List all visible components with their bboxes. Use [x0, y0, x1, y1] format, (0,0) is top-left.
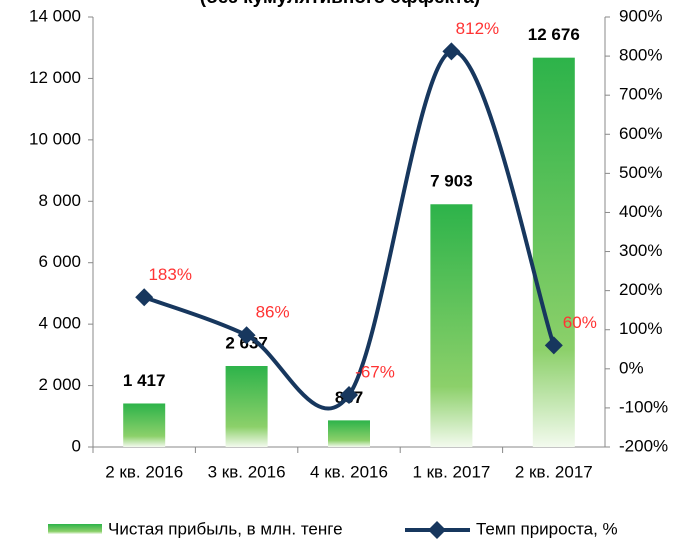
marker: [442, 42, 461, 61]
bar: [123, 403, 166, 447]
y2-tick-label: 400%: [619, 202, 662, 221]
legend-label: Чистая прибыль, в млн. тенге: [108, 519, 343, 538]
y-tick-label: 4 000: [38, 314, 81, 333]
x-tick-label: 1 кв. 2017: [412, 462, 490, 481]
y2-tick-label: 700%: [619, 85, 662, 104]
y2-tick-label: 0%: [619, 358, 644, 377]
line-value-label: 60%: [563, 313, 597, 332]
bar: [225, 366, 268, 447]
marker: [544, 336, 563, 355]
line-value-label: 183%: [148, 265, 191, 284]
marker: [237, 326, 256, 345]
y-tick-label: 6 000: [38, 252, 81, 271]
y2-tick-label: -200%: [619, 436, 668, 455]
y2-tick-label: 600%: [619, 124, 662, 143]
legend-label: Темп прироста, %: [476, 519, 618, 538]
y-tick-label: 0: [72, 436, 81, 455]
y-tick-label: 2 000: [38, 375, 81, 394]
bar-value-label: 12 676: [528, 25, 580, 44]
y2-tick-label: 800%: [619, 46, 662, 65]
bar-value-label: 7 903: [430, 172, 473, 191]
marker: [340, 386, 358, 405]
x-tick-label: 3 кв. 2016: [208, 462, 286, 481]
x-tick-label: 2 кв. 2017: [515, 462, 593, 481]
chart-title: (без кумулятивного эффекта): [200, 0, 481, 8]
y-tick-label: 12 000: [29, 68, 81, 87]
y-tick-label: 10 000: [29, 129, 81, 148]
line-value-label: 86%: [256, 303, 290, 322]
y2-tick-label: 500%: [619, 163, 662, 182]
bar-value-label: 1 417: [123, 371, 166, 390]
line-value-label: -67%: [355, 362, 395, 381]
x-tick-label: 4 кв. 2016: [310, 462, 388, 481]
y2-tick-label: 100%: [619, 319, 662, 338]
y2-tick-label: 900%: [619, 6, 662, 25]
legend-swatch: [48, 524, 102, 534]
y2-tick-label: -100%: [619, 397, 668, 416]
bar: [532, 57, 575, 448]
legend-marker: [428, 521, 446, 539]
y-tick-label: 14 000: [29, 6, 81, 25]
line-value-label: 812%: [456, 19, 499, 38]
y2-tick-label: 300%: [619, 241, 662, 260]
bar: [328, 420, 370, 447]
y2-tick-label: 200%: [619, 280, 662, 299]
x-tick-label: 2 кв. 2016: [105, 462, 183, 481]
line: [143, 49, 556, 411]
marker: [135, 288, 154, 307]
y-tick-label: 8 000: [38, 191, 81, 210]
bar: [430, 204, 473, 447]
